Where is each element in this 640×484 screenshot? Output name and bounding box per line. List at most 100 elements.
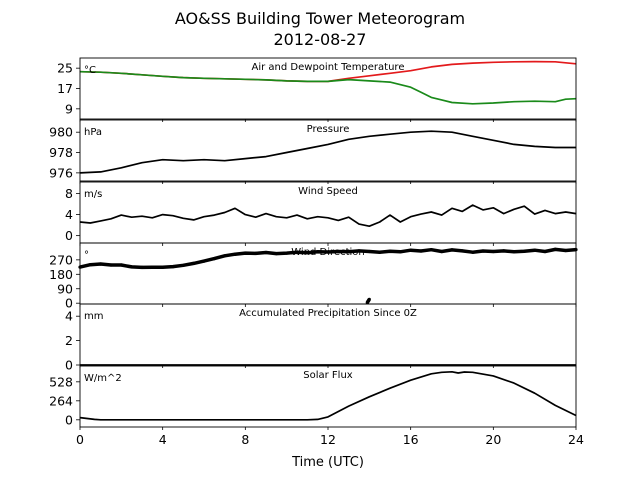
figure-title: AO&SS Building Tower Meteorogram [175, 9, 465, 28]
y-tick-label: 25 [57, 61, 73, 76]
data-point [348, 77, 350, 79]
data-point [286, 152, 288, 153]
unit-label: °C [84, 65, 96, 76]
data-point [554, 147, 556, 148]
y-tick-label: 0 [65, 412, 73, 427]
y-tick-label: 9 [65, 101, 73, 116]
data-point [182, 77, 184, 78]
data-point [348, 79, 350, 80]
data-point [513, 61, 515, 63]
data-point [224, 212, 226, 213]
data-point [430, 66, 432, 68]
y-tick-label: 0 [65, 296, 73, 311]
unit-label: mm [84, 311, 103, 322]
y-tick-label: 90 [57, 281, 73, 296]
data-point [367, 297, 371, 301]
data-point [317, 419, 319, 420]
panel-title: Air and Dewpoint Temperature [252, 62, 405, 73]
data-point [430, 373, 432, 375]
data-point [120, 167, 122, 169]
data-point [348, 138, 350, 140]
data-point [265, 156, 267, 158]
y-tick-label: 270 [49, 252, 73, 267]
data-point [141, 74, 143, 76]
data-point [564, 248, 568, 253]
data-point [130, 265, 134, 269]
x-tick-label: 24 [568, 432, 584, 447]
data-point [264, 250, 268, 255]
y-tick-label: 2 [65, 333, 73, 348]
data-point [399, 221, 401, 223]
data-point [554, 213, 556, 215]
data-point [254, 251, 258, 255]
data-point [162, 419, 164, 421]
data-point [554, 101, 556, 103]
data-point [440, 249, 444, 254]
panel-title: Wind Speed [298, 186, 358, 197]
y-tick-label: 0 [65, 358, 73, 373]
data-point [464, 371, 465, 373]
data-point [409, 248, 413, 252]
unit-label: m/s [84, 189, 102, 200]
data-point [286, 80, 288, 82]
data-point [457, 372, 459, 374]
data-point [491, 249, 495, 254]
data-point [193, 219, 195, 221]
data-point [420, 213, 422, 215]
panel-1: 9 17 25 Air and Dewpoint Temperature °C [57, 57, 577, 120]
data-point [244, 214, 246, 216]
data-point [224, 78, 226, 80]
data-point [534, 392, 536, 394]
data-point [534, 100, 536, 102]
data-point [265, 213, 267, 215]
data-point [358, 223, 360, 225]
data-point [171, 265, 175, 269]
data-point [275, 216, 277, 218]
data-point [94, 419, 95, 420]
data-point [565, 98, 567, 100]
data-point [441, 99, 443, 101]
panel-title: Solar Flux [303, 370, 353, 381]
data-point [522, 249, 526, 253]
figure-subtitle: 2012-08-27 [274, 30, 367, 49]
data-point [265, 79, 267, 81]
data-point [533, 248, 537, 252]
data-point [451, 64, 453, 65]
data-point [213, 214, 215, 216]
data-point [244, 78, 246, 80]
x-tick-label: 20 [485, 432, 501, 447]
panel-3: 0 4 8 Wind Speed m/s [65, 181, 577, 244]
data-point [543, 249, 547, 254]
data-point [441, 371, 443, 373]
x-axis-label: Time (UTC) [291, 455, 364, 470]
data-point [255, 216, 257, 218]
data-point [472, 204, 474, 206]
data-point [389, 72, 391, 74]
data-point [120, 214, 122, 216]
data-point [357, 249, 361, 253]
y-tick-label: 4 [65, 207, 73, 222]
data-point [481, 249, 485, 253]
data-point [172, 215, 174, 217]
data-point [131, 216, 133, 218]
data-point [347, 250, 351, 254]
data-point [410, 70, 412, 72]
data-point [368, 75, 370, 77]
data-point [512, 250, 516, 254]
data-point [389, 81, 391, 83]
panel-2: 976 978 980 Pressure hPa [49, 119, 577, 182]
data-point [162, 159, 164, 161]
data-point [244, 419, 246, 421]
data-point [141, 215, 143, 217]
data-point [389, 387, 391, 389]
data-point [451, 102, 453, 103]
data-point [202, 259, 206, 263]
data-point [88, 263, 92, 267]
data-point [368, 396, 370, 398]
y-tick-label: 980 [49, 125, 73, 140]
data-point [327, 81, 329, 82]
